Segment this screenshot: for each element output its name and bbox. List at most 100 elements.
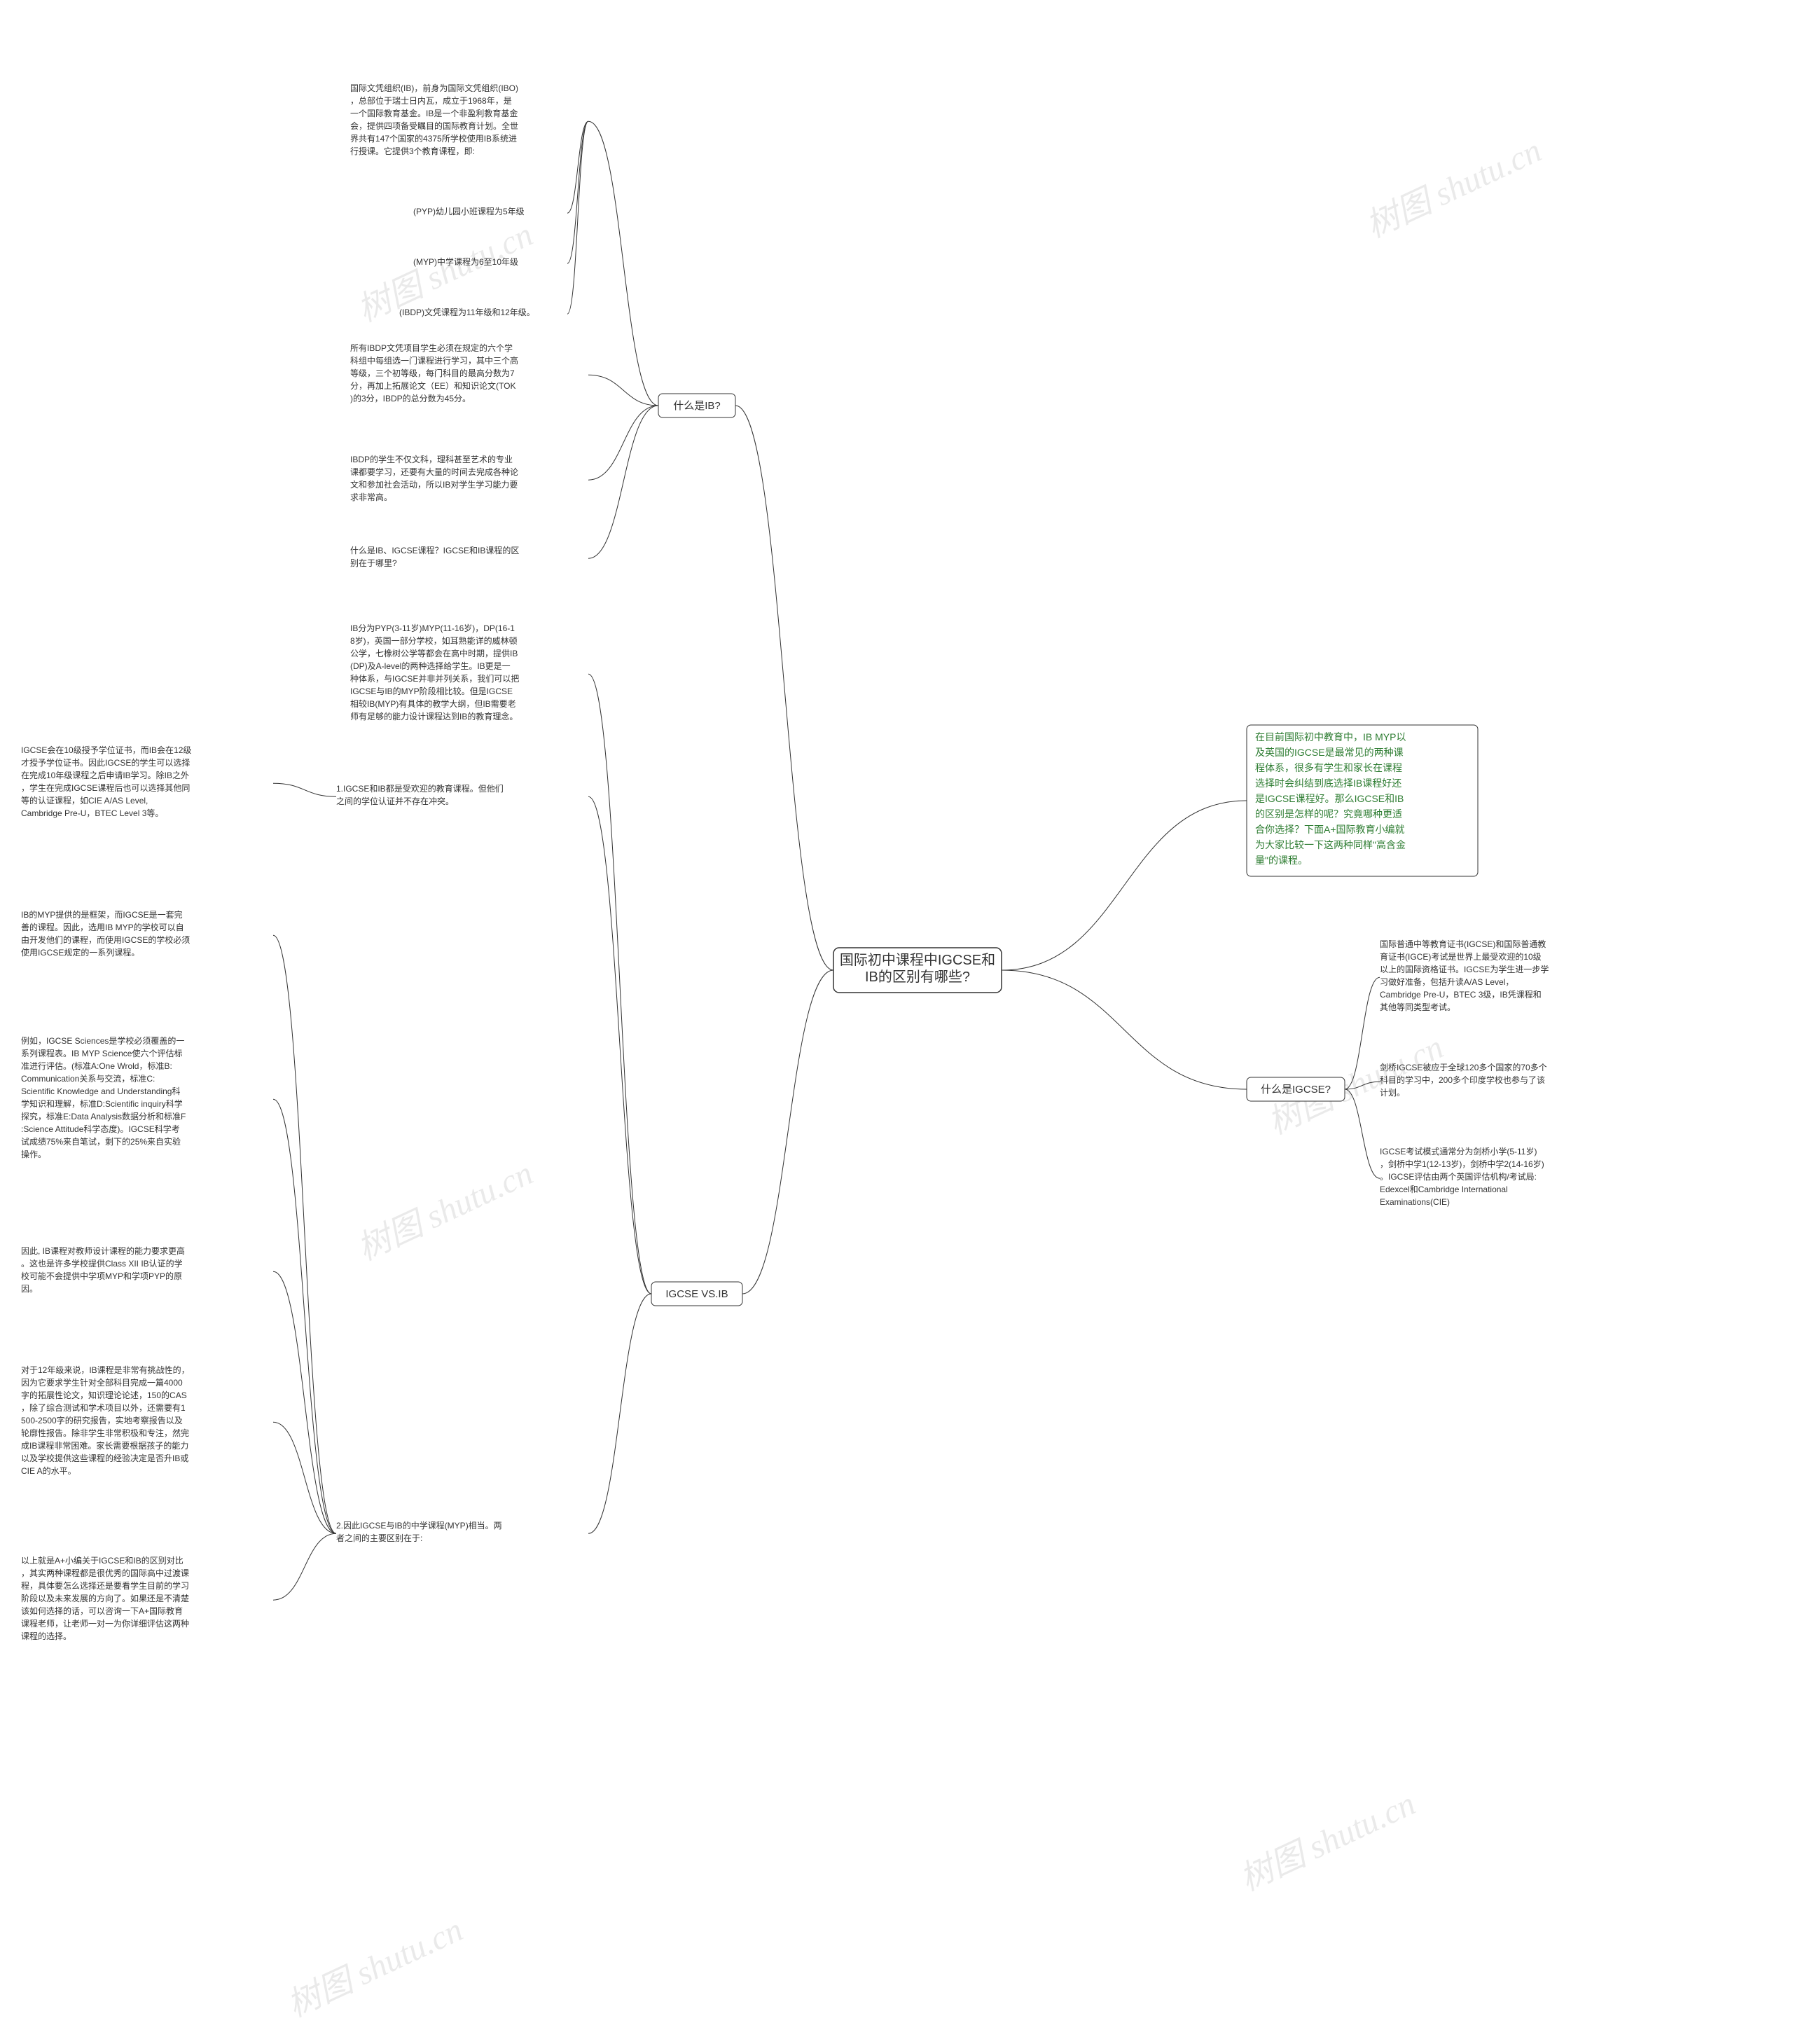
branch-what-is-ib-child-0-sub-1: (MYP)中学课程为6至10年级 — [413, 256, 518, 267]
branch-igcse-vs-ib-child-0-line: 8岁)，英国一部分学校，如耳熟能详的威林顿 — [350, 635, 518, 646]
branch-what-is-igcse-child-0-line: Cambridge Pre-U，BTEC 3级，IB凭课程和 — [1380, 989, 1542, 1000]
branch-igcse-vs-ib-child-2-sub-2-line: 校可能不会提供中学项MYP和学项PYP的原 — [21, 1271, 182, 1281]
branch-igcse-vs-ib-child-2-sub-1-line: 例如，IGCSE Sciences是学校必须覆盖的一 — [21, 1035, 184, 1046]
branch-igcse-vs-ib-child-2-sub-4-line: ，其实两种课程都是很优秀的国际高中过渡课 — [21, 1568, 189, 1578]
branch-igcse-vs-ib-child-1-sub-0-line: IGCSE会在10级授予学位证书，而IB会在12级 — [21, 745, 191, 755]
branch-igcse-vs-ib-child-1-sub-0-line: ，学生在完成IGCSE课程后也可以选择其他同 — [21, 782, 190, 793]
branch-what-is-ib-child-2-line: 文和参加社会活动，所以IB对学生学习能力要 — [350, 479, 518, 490]
branch-what-is-igcse-child-2-line: 。IGCSE评估由两个英国评估机构/考试局: — [1380, 1171, 1537, 1182]
branch-igcse-vs-ib-child-2-sub-1-line: 学知识和理解，标准D:Scientific inquiry科学 — [21, 1098, 183, 1109]
branch-igcse-vs-ib-child-2-sub-3-line: 成IB课程非常困难。家长需要根据孩子的能力 — [21, 1440, 188, 1451]
branch-igcse-vs-ib-child-1-sub-0-line: 等的认证课程，如CIE A/AS Level, — [21, 795, 148, 806]
branch-igcse-vs-ib-child-2-sub-3-line: CIE A的水平。 — [21, 1465, 76, 1476]
branch-what-is-ib-child-0-line: 界共有147个国家的4375所学校使用IB系统进 — [350, 133, 517, 144]
branch-what-is-ib-child-2-line: 求非常高。 — [350, 492, 392, 502]
branch-igcse-vs-ib-child-0-line: IGCSE与IB的MYP阶段相比较。但是IGCSE — [350, 686, 513, 696]
branch-igcse-vs-ib-child-2-sub-4-line: 该如何选择的话，可以咨询一下A+国际教育 — [21, 1605, 183, 1616]
branch-what-is-ib-child-2-line: IBDP的学生不仅文科，理科甚至艺术的专业 — [350, 454, 513, 464]
intro-line: 程体系，很多有学生和家长在课程 — [1255, 762, 1402, 773]
branch-igcse-vs-ib-child-2-sub-3-line: 对于12年级来说，IB课程是非常有挑战性的， — [21, 1365, 190, 1375]
branch-igcse-vs-ib-child-2-sub-0-line: 由开发他们的课程，而使用IGCSE的学校必须 — [21, 934, 190, 945]
branch-igcse-vs-ib-child-2-sub-4-line: 程，具体要怎么选择还是要看学生目前的学习 — [21, 1580, 189, 1591]
branch-igcse-vs-ib-child-2-sub-3-line: 因为它要求学生针对全部科目完成一篇4000 — [21, 1377, 183, 1388]
branch-igcse-vs-ib-child-2-sub-1-line: :Science Attitude科学态度)。IGCSE科学考 — [21, 1124, 180, 1134]
branch-igcse-vs-ib-child-2-sub-4-line: 课程老师，让老师一对一为你详细评估这两种 — [21, 1618, 189, 1629]
branch-what-is-ib-child-1-line: 科组中每组选一门课程进行学习，其中三个高 — [350, 355, 518, 366]
branch-igcse-vs-ib-child-1-sub-0-line: 在完成10年级课程之后申请IB学习。除IB之外 — [21, 770, 189, 780]
branch-what-is-igcse-child-0-line: 以上的国际资格证书。IGCSE为学生进一步学 — [1380, 964, 1549, 974]
branch-igcse-vs-ib-child-2-sub-3: 对于12年级来说，IB课程是非常有挑战性的， 因为它要求学生针对全部科目完成一篇4… — [21, 1365, 190, 1476]
branch-what-is-ib-child-0-sub-1-line: (MYP)中学课程为6至10年级 — [413, 256, 518, 267]
branch-what-is-igcse-child-1-line: 科目的学习中，200多个印度学校也参与了该 — [1380, 1075, 1545, 1085]
branch-what-is-igcse-child-1-line: 计划。 — [1380, 1088, 1405, 1098]
intro-line: 及英国的IGCSE是最常见的两种课 — [1255, 747, 1404, 758]
branch-igcse-vs-ib: IGCSE VS.IB — [651, 1282, 742, 1306]
intro-line: 量"的课程。 — [1255, 855, 1308, 866]
branch-igcse-vs-ib-child-2-sub-1-line: 操作。 — [21, 1149, 46, 1159]
branch-igcse-vs-ib-child-2-sub-2-line: 因此, IB课程对教师设计课程的能力要求更高 — [21, 1245, 185, 1256]
branch-what-is-ib-child-1-line: 等级，三个初等级，每门科目的最高分数为7 — [350, 368, 515, 378]
branch-what-is-ib-child-0-sub-0: (PYP)幼儿园小班课程为5年级 — [413, 206, 525, 216]
branch-igcse-vs-ib-child-2-sub-0-line: IB的MYP提供的是框架，而IGCSE是一套完 — [21, 909, 183, 920]
branch-what-is-ib-child-0-line: ，总部位于瑞士日内瓦，成立于1968年，是 — [350, 95, 512, 106]
branch-igcse-vs-ib-child-0-line: 师有足够的能力设计课程达到IB的教育理念。 — [350, 711, 518, 721]
branch-what-is-igcse-child-0-line: 国际普通中等教育证书(IGCSE)和国际普通教 — [1380, 939, 1546, 949]
branch-what-is-igcse-child-2-line: Examinations(CIE) — [1380, 1197, 1450, 1207]
branch-what-is-igcse-child-2-line: IGCSE考试模式通常分为剑桥小学(5-11岁) — [1380, 1146, 1537, 1156]
branch-what-is-igcse-child-1-line: 剑桥IGCSE被应于全球120多个国家的70多个 — [1380, 1062, 1547, 1072]
branch-igcse-vs-ib-child-0-line: IB分为PYP(3-11岁)MYP(11-16岁)，DP(16-1 — [350, 623, 515, 633]
branch-igcse-vs-ib-child-2-sub-3-line: 字的拓展性论文，知识理论论述，150的CAS — [21, 1390, 187, 1400]
center-node: 国际初中课程中IGCSE和IB的区别有哪些? — [833, 948, 1002, 993]
branch-what-is-ib-child-0-line: 一个国际教育基金。IB是一个非盈利教育基金 — [350, 108, 518, 118]
branch-what-is-ib-child-2-line: 课都要学习，还要有大量的时间去完成各种论 — [350, 467, 518, 477]
branch-what-is-igcse-child-2-line: Edexcel和Cambridge International — [1380, 1185, 1508, 1194]
branch-what-is-igcse: 什么是IGCSE? — [1247, 1077, 1345, 1101]
branch-igcse-vs-ib-child-2-sub-3-line: ，除了综合测试和学术项目以外，还需要有1 — [21, 1402, 186, 1413]
branch-what-is-ib-child-0-sub-2-line: (IBDP)文凭课程为11年级和12年级。 — [399, 307, 535, 317]
branch-what-is-igcse-child-0-line: 育证书(IGCE)考试是世界上最受欢迎的10级 — [1380, 951, 1542, 962]
branch-igcse-vs-ib-child-2-sub-3-line: 轮廓性报告。除非学生非常积极和专注，然完 — [21, 1428, 189, 1438]
intro-line: 为大家比较一下这两种同样"高含金 — [1255, 839, 1406, 850]
branch-igcse-vs-ib-child-2-line: 者之间的主要区别在于: — [336, 1533, 422, 1543]
branch-igcse-vs-ib-child-2-sub-4: 以上就是A+小编关于IGCSE和IB的区别对比 ，其实两种课程都是很优秀的国际高中… — [21, 1555, 189, 1641]
branch-what-is-igcse-label: 什么是IGCSE? — [1261, 1084, 1331, 1096]
branch-what-is-ib-child-3-line: 别在于哪里? — [350, 558, 397, 568]
branch-what-is-ib-child-1-line: 所有IBDP文凭项目学生必须在规定的六个学 — [350, 343, 513, 353]
branch-what-is-ib-child-1-line: 分，再加上拓展论文（EE）和知识论文(TOK — [350, 380, 515, 391]
branch-igcse-vs-ib-child-2-sub-0-line: 使用IGCSE规定的一系列课程。 — [21, 947, 139, 958]
branch-igcse-vs-ib-child-2-sub-2-line: 因。 — [21, 1284, 38, 1294]
center-title: 国际初中课程中IGCSE和 — [840, 952, 995, 968]
branch-igcse-vs-ib-child-1-sub-0-line: Cambridge Pre-U，BTEC Level 3等。 — [21, 808, 163, 818]
branch-what-is-ib-child-1-line: )的3分，IBDP的总分数为45分。 — [350, 393, 471, 403]
intro-line: 合你选择？下面A+国际教育小编就 — [1255, 824, 1405, 835]
branch-igcse-vs-ib-child-2-sub-1-line: Communication关系与交流，标准C: — [21, 1073, 155, 1084]
branch-igcse-vs-ib-child-0-line: 公学，七橡树公学等都会在高中时期，提供IB — [350, 648, 518, 658]
branch-igcse-vs-ib-child-2-sub-4-line: 以上就是A+小编关于IGCSE和IB的区别对比 — [21, 1555, 184, 1566]
branch-what-is-igcse-child-0-line: 习做好准备，包括升读A/AS Level， — [1380, 976, 1514, 987]
center-title: IB的区别有哪些? — [865, 969, 970, 985]
branch-what-is-ib: 什么是IB? — [658, 394, 735, 417]
intro-box: 在目前国际初中教育中，IB MYP以及英国的IGCSE是最常见的两种课程体系，很… — [1247, 725, 1478, 876]
branch-what-is-ib-child-0-line: 会，提供四项备受瞩目的国际教育计划。全世 — [350, 120, 518, 131]
branch-igcse-vs-ib-child-2-sub-1-line: Scientific Knowledge and Understanding科 — [21, 1086, 180, 1096]
branch-what-is-ib-child-0-sub-0-line: (PYP)幼儿园小班课程为5年级 — [413, 206, 525, 216]
branch-igcse-vs-ib-child-2-sub-3-line: 以及学校提供这些课程的经验决定是否升IB或 — [21, 1453, 188, 1463]
branch-igcse-vs-ib-child-0-line: 相较IB(MYP)有具体的教学大纲，但IB需要老 — [350, 698, 516, 709]
branch-what-is-ib-child-0-line: 国际文凭组织(IB)，前身为国际文凭组织(IBO) — [350, 83, 518, 93]
branch-igcse-vs-ib-child-2-sub-1-line: 准进行评估。(标准A:One Wrold，标准B: — [21, 1061, 172, 1071]
intro-line: 选择时会纠结到底选择IB课程好还 — [1255, 778, 1401, 789]
branch-what-is-igcse-child-2-line: ，剑桥中学1(12-13岁)，剑桥中学2(14-16岁) — [1380, 1159, 1544, 1169]
branch-igcse-vs-ib-child-2-sub-0-line: 善的课程。因此，选用IB MYP的学校可以自 — [21, 922, 184, 932]
branch-what-is-ib-child-3-line: 什么是IB、IGCSE课程？IGCSE和IB课程的区 — [350, 545, 519, 555]
branch-igcse-vs-ib-child-2-line: 2.因此IGCSE与IB的中学课程(MYP)相当。两 — [336, 1520, 502, 1531]
branch-what-is-igcse-child-0-line: 其他等同类型考试。 — [1380, 1002, 1455, 1012]
branch-igcse-vs-ib-child-2-sub-2-line: 。这也是许多学校提供Class XII IB认证的学 — [21, 1258, 183, 1269]
branch-igcse-vs-ib-child-2-sub-1-line: 系列课程表。IB MYP Science使六个评估标 — [21, 1048, 183, 1058]
branch-igcse-vs-ib-child-1-line: 之间的学位认证并不存在冲突。 — [336, 796, 454, 806]
intro-line: 在目前国际初中教育中，IB MYP以 — [1255, 731, 1406, 743]
branch-igcse-vs-ib-label: IGCSE VS.IB — [665, 1288, 728, 1300]
branch-igcse-vs-ib-child-1-sub-0-line: 才授予学位证书。因此IGCSE的学生可以选择 — [21, 757, 190, 768]
branch-igcse-vs-ib-child-1-line: 1.IGCSE和IB都是受欢迎的教育课程。但他们 — [336, 783, 504, 794]
intro-line: 的区别是怎样的呢？究竟哪种更适 — [1255, 808, 1402, 820]
branch-what-is-ib-child-0-line: 行授课。它提供3个教育课程，即: — [350, 146, 475, 156]
